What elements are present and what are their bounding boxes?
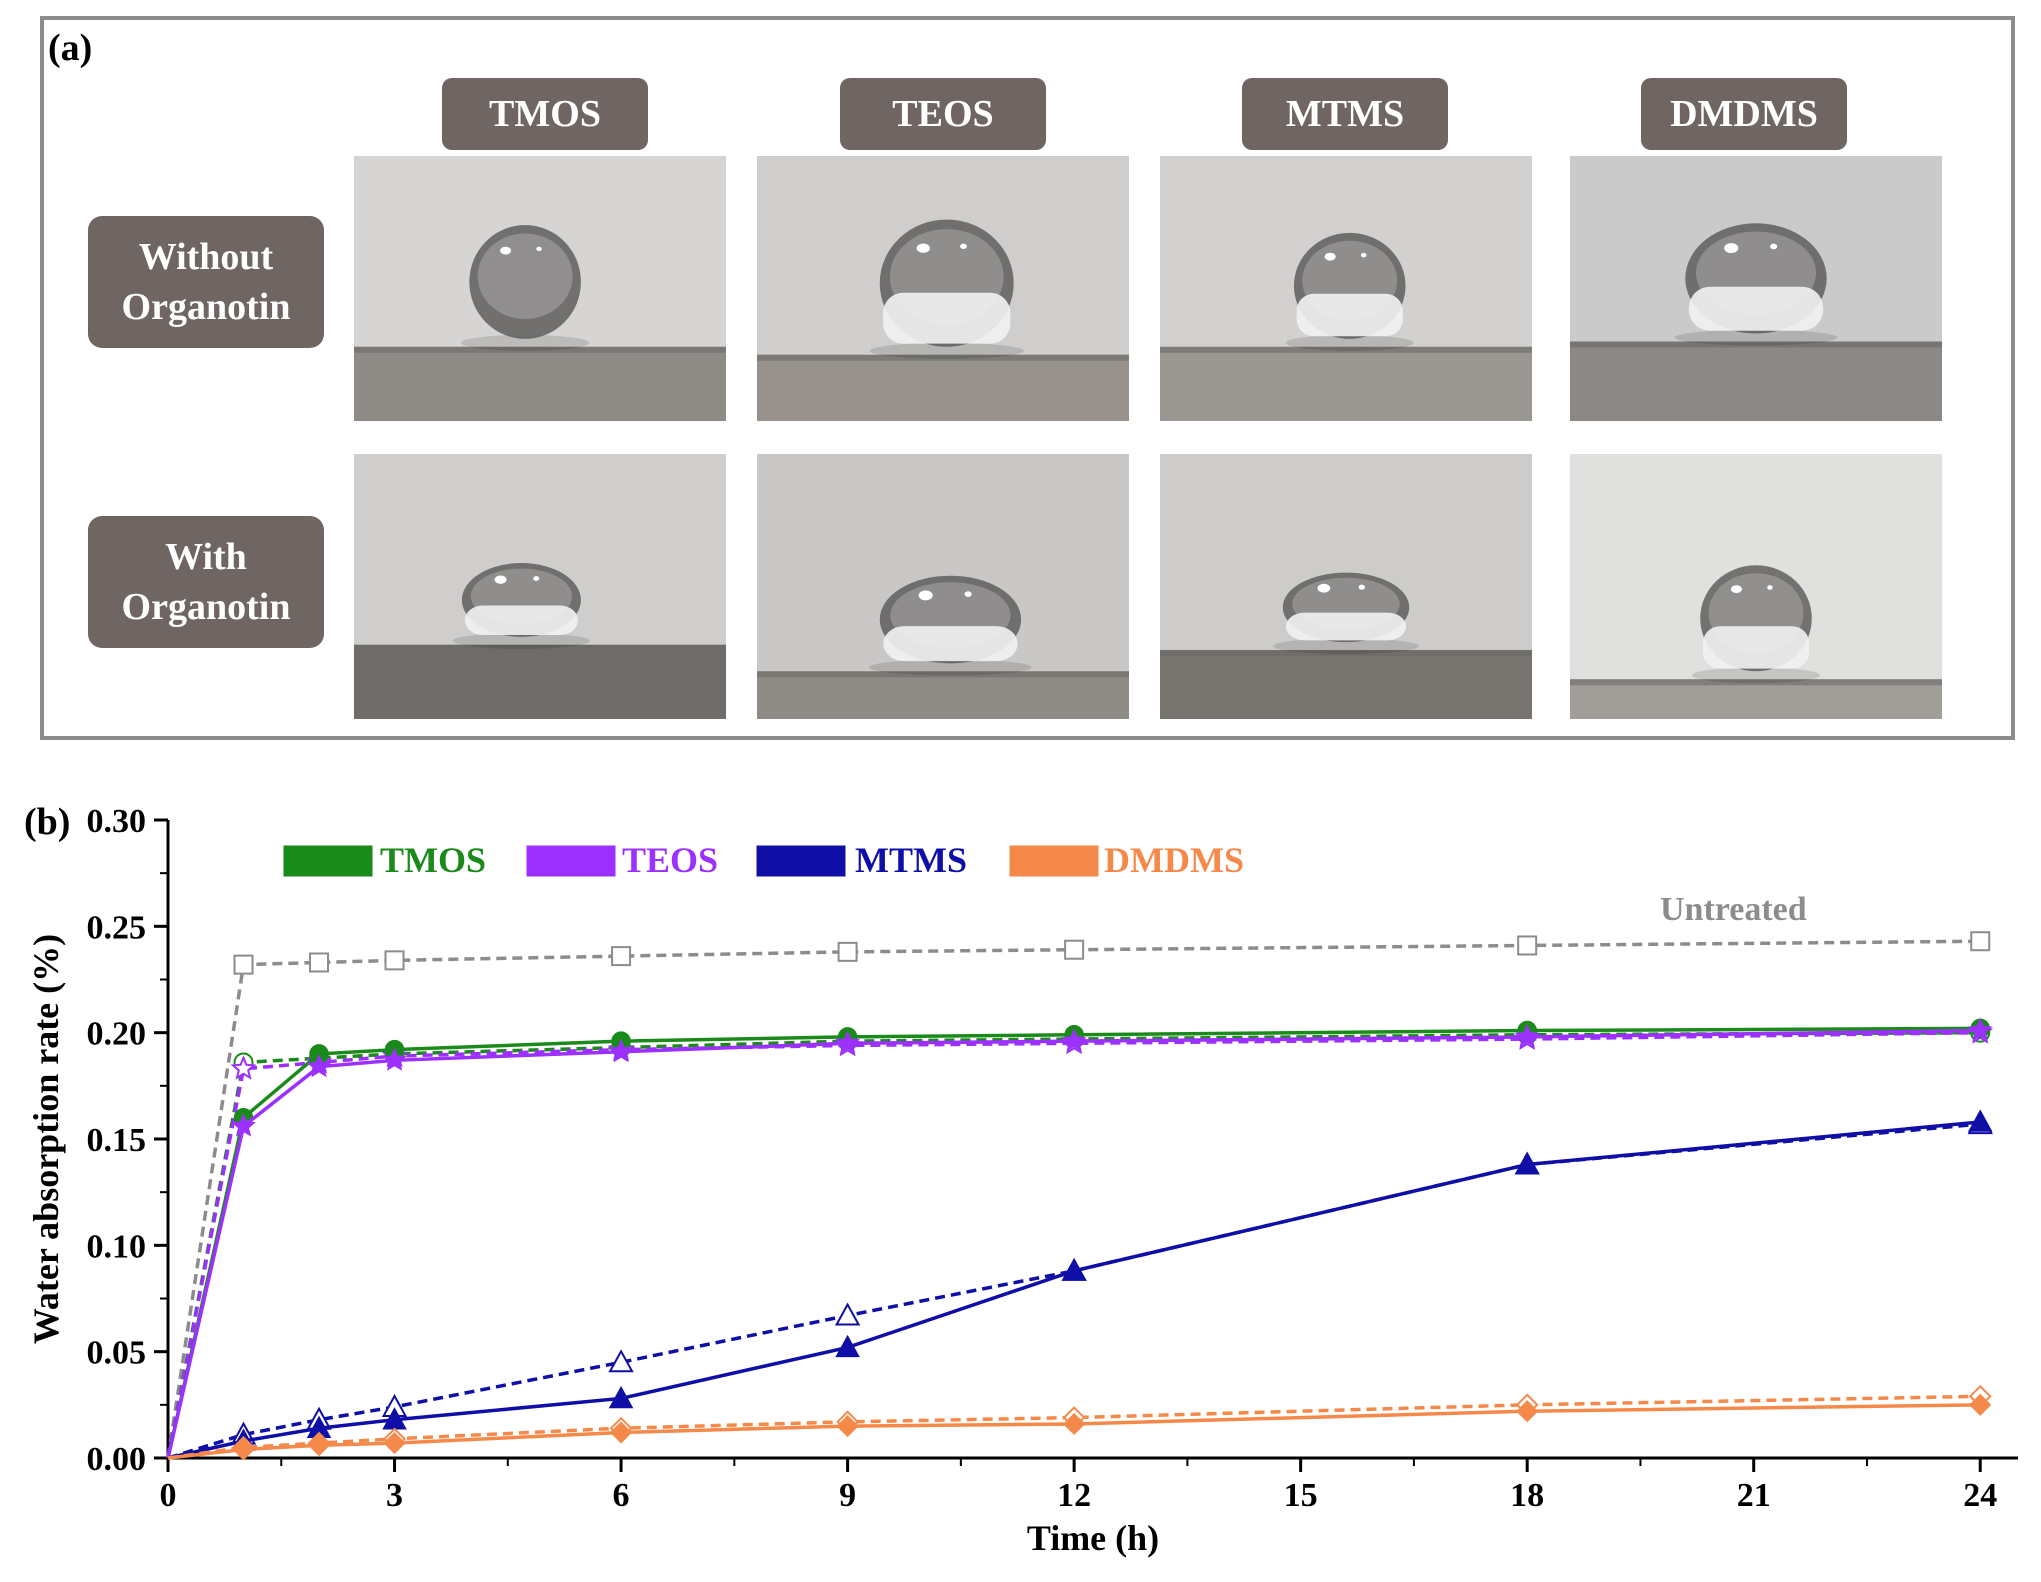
square-marker — [837, 941, 858, 962]
series-tmos-with-organotin — [166, 1022, 1991, 1459]
diamond-marker — [307, 1434, 331, 1457]
y-tick-label: 0.05 — [87, 1335, 147, 1372]
x-tick-label: 24 — [1963, 1477, 1997, 1514]
droplet-photo-tmos-without — [354, 156, 726, 421]
series-teos-with-organotin — [166, 1019, 1994, 1459]
square-marker — [309, 952, 330, 973]
y-axis-label: Water absorption rate (%) — [26, 934, 66, 1344]
x-tick-label: 0 — [160, 1477, 177, 1514]
square-marker — [1517, 935, 1538, 956]
star-marker — [1514, 1023, 1540, 1048]
droplet-photo-teos-with — [757, 454, 1129, 719]
series-line — [166, 939, 1981, 1459]
series-line — [166, 1030, 1981, 1459]
column-label-dmdms: DMDMS — [1641, 78, 1847, 150]
legend-label-mtms: MTMS — [855, 840, 967, 880]
diamond-marker — [232, 1438, 255, 1461]
triangle-marker — [608, 1349, 634, 1373]
series-line — [166, 1028, 1981, 1459]
series-dmdms-without-organotin — [167, 1393, 1992, 1461]
diamond-marker — [1516, 1400, 1539, 1423]
legend: TMOS TEOS MTMS DMDMS — [283, 840, 1244, 880]
row-label-with-organotin: With Organotin — [88, 516, 324, 648]
legend-swatch-dmdms — [1009, 845, 1099, 877]
star-marker — [306, 1053, 332, 1078]
diamond-marker — [1063, 1412, 1086, 1436]
square-marker — [1970, 931, 1991, 952]
series-line — [166, 1026, 1981, 1459]
y-tick-label: 0.20 — [87, 1016, 147, 1053]
star-marker — [1061, 1028, 1087, 1052]
star-marker — [608, 1038, 634, 1063]
x-tick-label: 21 — [1737, 1477, 1771, 1514]
triangle-marker — [608, 1385, 634, 1409]
column-label-mtms: MTMS — [1242, 78, 1448, 150]
droplet-photo-dmdms-with — [1570, 454, 1942, 719]
star-marker — [1967, 1017, 1993, 1041]
series-mtms-with-organotin — [167, 1111, 1993, 1460]
droplet-photo-mtms-with — [1160, 454, 1532, 719]
series-mtms-without-organotin — [167, 1109, 1993, 1460]
diamond-marker — [1969, 1393, 1992, 1416]
star-marker — [231, 1113, 256, 1137]
x-tick-label: 9 — [839, 1477, 856, 1514]
column-label-tmos: TMOS — [442, 78, 648, 150]
diamond-marker — [610, 1421, 633, 1444]
square-marker — [611, 946, 632, 967]
panel-a-photo-grid: (a) TMOS TEOS MTMS DMDMS Without Organot… — [40, 16, 2015, 740]
star-marker — [230, 1055, 257, 1080]
triangle-marker — [835, 1334, 860, 1358]
droplet-photo-teos-without — [757, 156, 1129, 421]
y-tick-label: 0.00 — [87, 1441, 147, 1478]
series-teos-without-organotin — [166, 1017, 1993, 1459]
panel-b-label: (b) — [24, 801, 70, 843]
triangle-marker — [1967, 1109, 1993, 1132]
legend-label-tmos: TMOS — [380, 840, 486, 880]
legend-swatch-tmos — [283, 845, 373, 877]
legend-swatch-teos — [526, 845, 616, 877]
star-marker — [382, 1047, 407, 1071]
column-label-teos: TEOS — [840, 78, 1046, 150]
diamond-marker — [383, 1432, 406, 1455]
y-tick-label: 0.30 — [87, 803, 147, 840]
legend-label-dmdms: DMDMS — [1104, 840, 1244, 880]
series-untreated — [166, 931, 1991, 1459]
panel-a-label: (a) — [48, 27, 93, 69]
y-tick-label: 0.25 — [87, 909, 147, 946]
x-tick-label: 3 — [386, 1477, 403, 1514]
triangle-marker — [1061, 1258, 1087, 1281]
droplet-photo-dmdms-without — [1570, 156, 1942, 421]
triangle-marker — [834, 1302, 861, 1326]
y-tick-label: 0.15 — [87, 1122, 147, 1159]
row-label-without-organotin: Without Organotin — [88, 216, 324, 348]
series-tmos-without-organotin — [166, 1018, 1990, 1459]
droplet-photo-tmos-with — [354, 454, 726, 719]
droplet-photo-mtms-without — [1160, 156, 1532, 421]
x-tick-label: 15 — [1284, 1477, 1318, 1514]
x-tick-label: 6 — [613, 1477, 630, 1514]
legend-label-teos: TEOS — [622, 840, 718, 880]
triangle-marker — [1514, 1151, 1540, 1175]
diamond-marker — [836, 1415, 859, 1438]
series-line — [166, 1030, 1981, 1459]
x-tick-label: 18 — [1510, 1477, 1544, 1514]
water-absorption-chart: 0 3 6 9 12 15 18 21 24 0.00 0.05 0.10 0.15 0.20 0.25 0.… — [24, 801, 2018, 1558]
square-marker — [384, 950, 405, 971]
square-marker — [233, 954, 254, 975]
star-marker — [835, 1030, 860, 1054]
square-marker — [1064, 939, 1085, 960]
x-tick-label: 12 — [1057, 1477, 1091, 1514]
untreated-annotation: Untreated — [1660, 891, 1807, 928]
y-tick-label: 0.10 — [87, 1228, 147, 1265]
legend-swatch-mtms — [756, 845, 846, 877]
x-axis-label: Time (h) — [1027, 1518, 1159, 1558]
